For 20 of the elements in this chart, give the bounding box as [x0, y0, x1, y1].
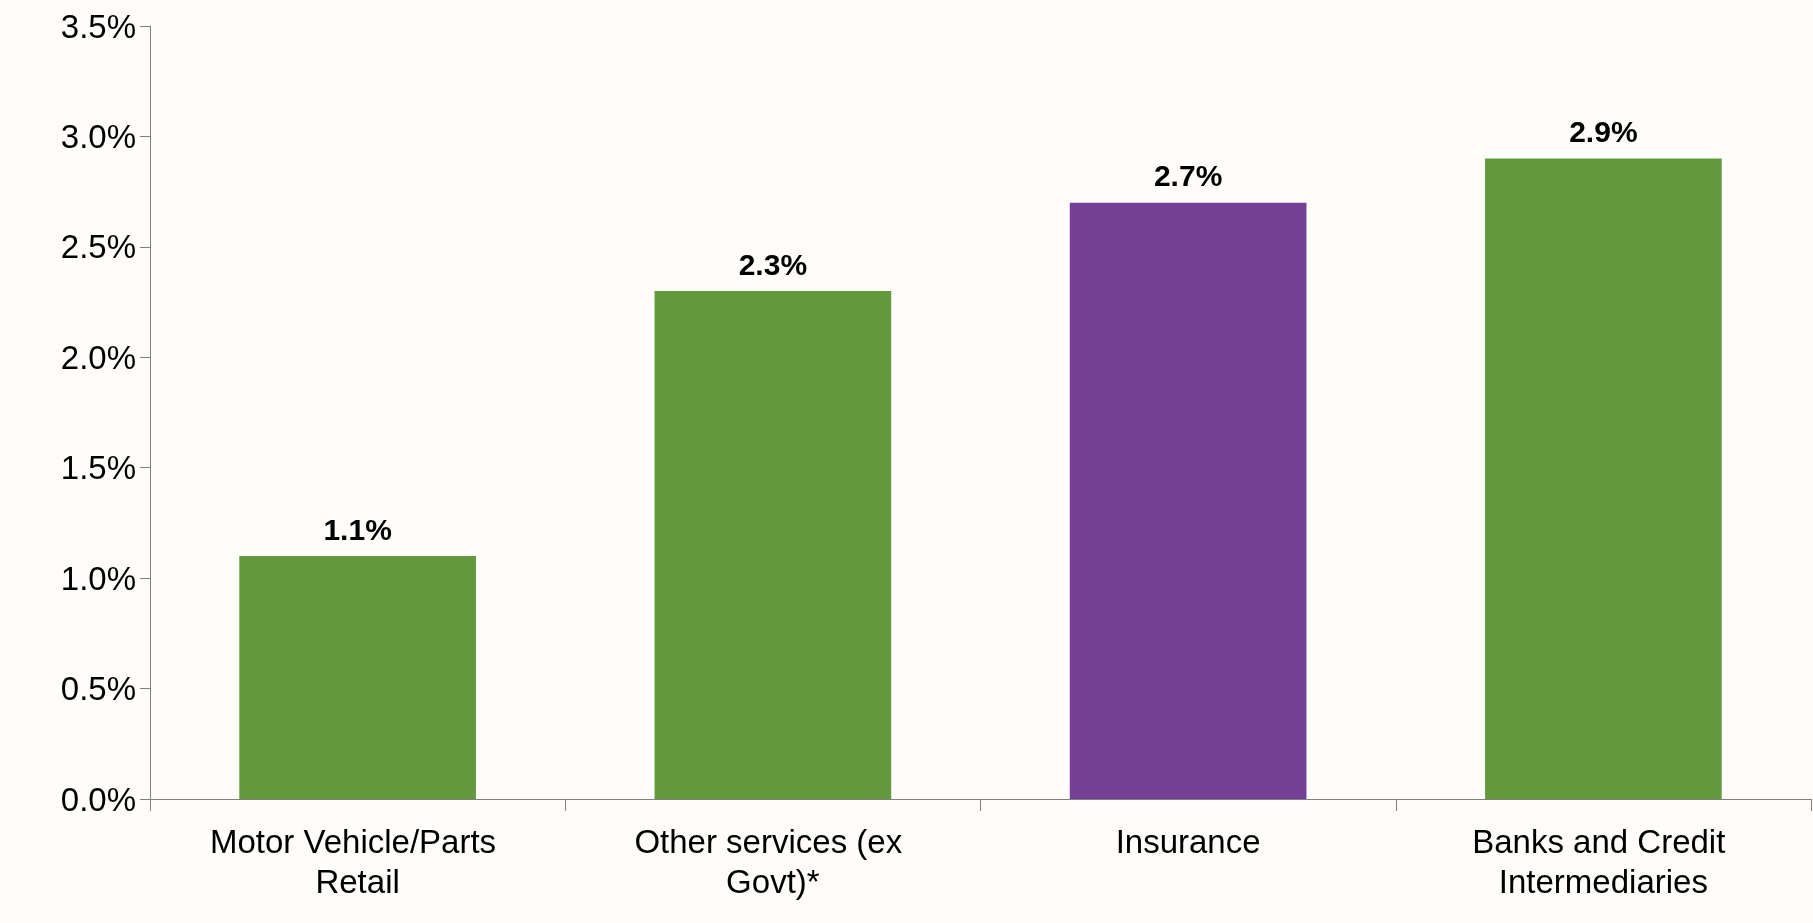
x-tick-label: Banks and Credit Intermediaries	[1472, 822, 1735, 900]
y-tick-label: 1.5%	[60, 449, 136, 487]
y-tick-label: 2.0%	[60, 338, 136, 376]
data-label: 2.3%	[738, 247, 808, 281]
x-tick-label: Other services (ex Govt)*	[634, 822, 912, 900]
y-tick-label: 0.5%	[60, 670, 136, 708]
x-tick-label: Motor Vehicle/Parts Retail	[209, 822, 506, 900]
data-label: 2.7%	[1153, 159, 1223, 193]
bar	[654, 291, 892, 799]
y-tick-label: 3.5%	[60, 7, 136, 45]
y-tick-label: 2.5%	[60, 228, 136, 266]
y-tick-label: 0.0%	[60, 780, 136, 818]
bar	[239, 556, 476, 799]
x-tick-label: Insurance	[1115, 822, 1261, 860]
bar	[1485, 158, 1722, 799]
y-tick-label: 3.0%	[60, 117, 136, 155]
y-tick-label: 1.0%	[60, 559, 136, 597]
data-label: 2.9%	[1569, 115, 1638, 149]
bar	[1069, 202, 1307, 799]
data-label: 1.1%	[323, 512, 392, 546]
